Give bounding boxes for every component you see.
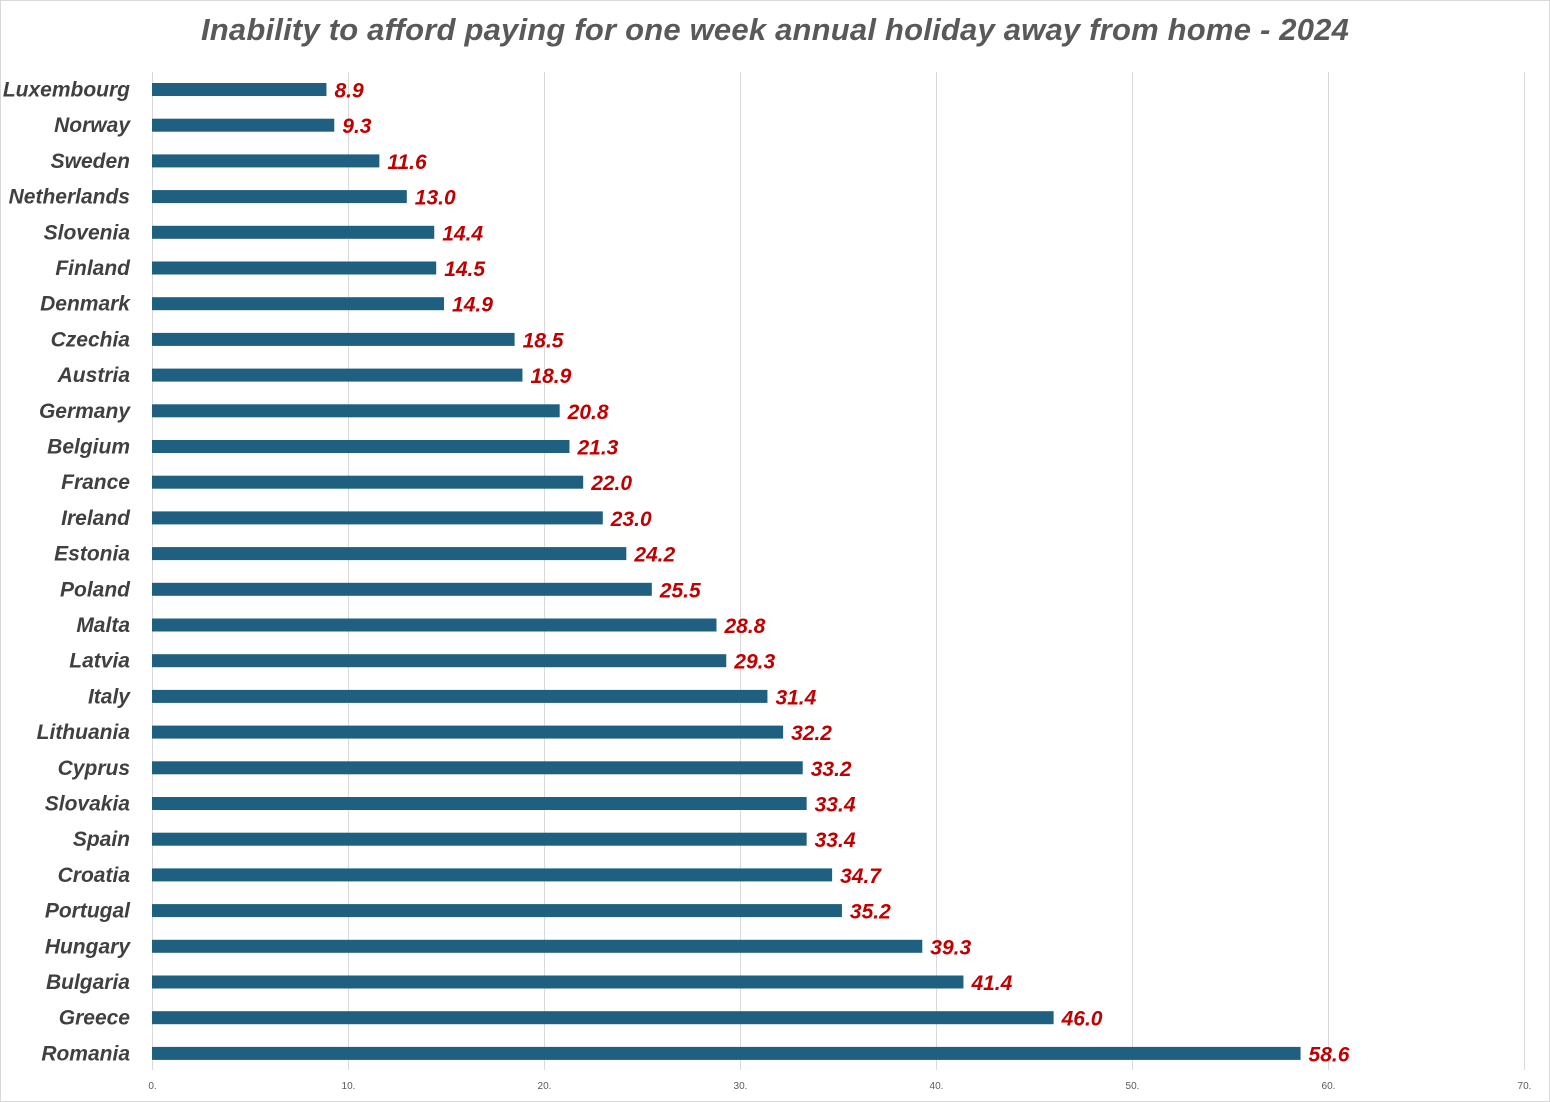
x-tick-label: 0. [148, 1081, 156, 1092]
bar [152, 225, 435, 239]
category-label: Estonia [54, 543, 130, 566]
bar [152, 1011, 1054, 1025]
category-label: Hungary [45, 935, 132, 958]
data-label: 29.3 [733, 651, 775, 674]
data-label: 33.2 [811, 758, 852, 781]
x-tick-label: 40. [930, 1081, 944, 1092]
category-label: Czechia [51, 328, 131, 351]
data-label: 34.7 [840, 865, 882, 888]
bar [152, 582, 652, 596]
bar [152, 261, 437, 275]
category-label: Slovenia [44, 221, 131, 244]
data-label: 21.3 [576, 437, 618, 460]
bar [152, 939, 923, 953]
category-label: Romania [41, 1042, 130, 1065]
data-label: 39.3 [930, 936, 971, 959]
bar [152, 440, 570, 453]
data-label: 9.3 [342, 115, 372, 138]
category-label: France [61, 471, 130, 494]
x-tick-label: 70. [1518, 1081, 1532, 1092]
data-label: 46.0 [1061, 1008, 1103, 1031]
category-label: Netherlands [9, 186, 130, 209]
data-label: 28.8 [723, 615, 765, 638]
category-label: Portugal [45, 900, 131, 923]
data-label: 23.0 [610, 508, 652, 531]
bar [152, 190, 407, 204]
category-label: Norway [54, 114, 131, 137]
data-label: 14.5 [444, 258, 485, 281]
bar [152, 475, 584, 489]
bar [152, 154, 380, 168]
bar [152, 689, 768, 703]
bar [152, 868, 833, 882]
category-label: Austria [57, 364, 131, 387]
bar [152, 975, 964, 989]
data-label: 11.6 [387, 151, 427, 174]
bar [152, 511, 603, 525]
x-tick-label: 60. [1322, 1081, 1336, 1092]
data-label: 22.0 [590, 472, 632, 495]
data-label: 41.4 [970, 972, 1012, 995]
category-label: Slovakia [45, 793, 131, 816]
category-label: Cyprus [58, 757, 130, 780]
data-label: 35.2 [850, 901, 891, 924]
category-label: Spain [73, 828, 130, 851]
data-label: 33.4 [815, 794, 856, 817]
category-label: Sweden [51, 150, 130, 173]
data-label: 13.0 [415, 187, 456, 210]
x-tick-label: 30. [734, 1081, 748, 1092]
data-label: 25.5 [659, 579, 701, 602]
bar [152, 332, 515, 346]
category-label: Greece [59, 1007, 131, 1030]
category-label: Luxembourg [3, 79, 130, 102]
category-label: Malta [76, 614, 130, 637]
data-label: 18.5 [523, 329, 564, 352]
bar [152, 1046, 1301, 1060]
x-tick-label: 20. [538, 1081, 552, 1092]
x-tick-label: 10. [342, 1081, 356, 1092]
x-tick-label: 50. [1126, 1081, 1140, 1092]
data-label: 8.9 [334, 80, 364, 103]
category-label: Denmark [40, 293, 131, 316]
bar [152, 368, 523, 382]
bar [152, 618, 717, 632]
category-label: Latvia [69, 650, 130, 673]
data-label: 14.4 [442, 222, 483, 245]
bar [152, 832, 807, 846]
data-label: 24.2 [633, 544, 675, 567]
bar [152, 297, 445, 311]
category-label: Belgium [47, 436, 130, 459]
category-label: Finland [55, 257, 131, 280]
category-label: Ireland [61, 507, 131, 530]
category-label: Germany [39, 400, 131, 423]
data-label: 18.9 [530, 365, 571, 388]
data-label: 32.2 [791, 722, 832, 745]
data-label: 31.4 [775, 686, 816, 709]
category-label: Lithuania [37, 721, 131, 744]
bar [152, 654, 727, 668]
bar [152, 761, 803, 775]
bar [152, 725, 784, 739]
category-label: Italy [88, 685, 131, 708]
bar [152, 797, 807, 810]
category-label: Bulgaria [46, 971, 130, 994]
bar [152, 904, 842, 918]
bar [152, 547, 627, 561]
chart-title: Inability to afford paying for one week … [200, 12, 1350, 47]
category-label: Poland [60, 578, 131, 601]
bar [152, 83, 327, 96]
bar [152, 118, 335, 132]
bar [152, 404, 560, 418]
data-label: 33.4 [815, 829, 856, 852]
data-label: 58.6 [1309, 1043, 1350, 1066]
data-label: 20.8 [567, 401, 609, 424]
category-label: Croatia [58, 864, 131, 887]
data-label: 14.9 [452, 294, 493, 317]
